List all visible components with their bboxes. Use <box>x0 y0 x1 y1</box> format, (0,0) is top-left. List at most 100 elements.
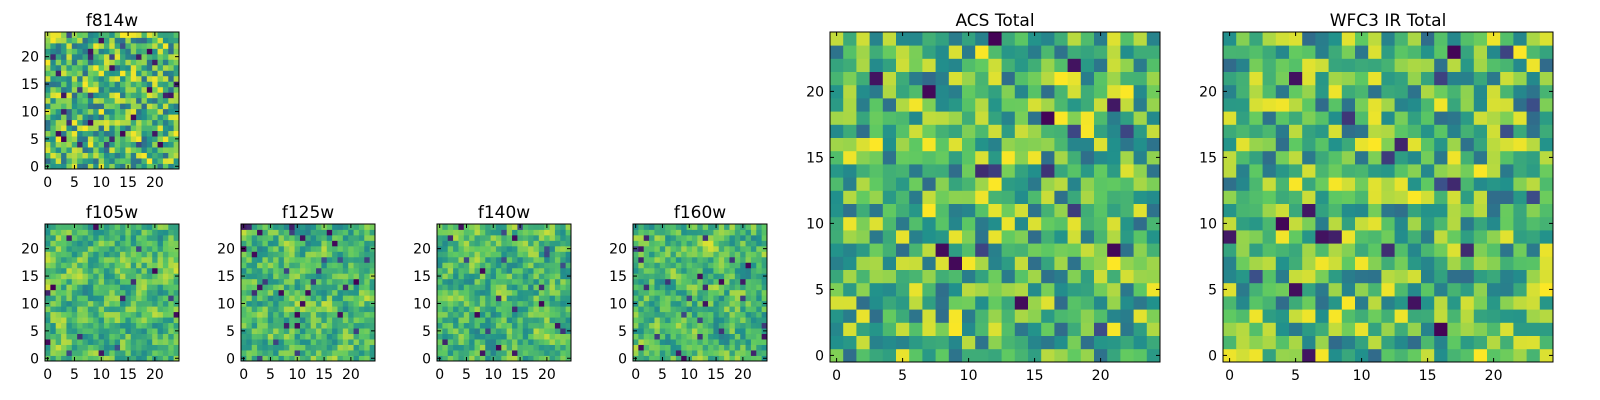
heatmap-cell <box>294 234 301 241</box>
heatmap-cell <box>168 108 175 115</box>
heatmap-cell <box>1355 322 1369 336</box>
heatmap-cell <box>168 300 175 307</box>
heatmap-cell <box>697 251 704 258</box>
heatmap-cell <box>490 245 497 252</box>
heatmap-cell <box>1487 32 1501 46</box>
heatmap-cell <box>162 152 169 159</box>
heatmap-cell <box>130 130 137 137</box>
heatmap-cell <box>326 289 333 296</box>
heatmap-cell <box>87 234 94 241</box>
heatmap-cell <box>1394 71 1409 86</box>
heatmap-cell <box>522 229 529 236</box>
heatmap-cell <box>506 278 513 285</box>
heatmap-cell <box>332 267 338 274</box>
heatmap-cell <box>109 311 116 318</box>
heatmap-cell <box>442 284 449 291</box>
heatmap-cell <box>283 339 290 345</box>
heatmap-cell <box>1394 164 1409 178</box>
heatmap-cell <box>538 245 545 252</box>
heatmap-cell <box>1447 32 1461 46</box>
heatmap-cell <box>1302 348 1316 363</box>
heatmap-cell <box>173 224 180 230</box>
heatmap-cell <box>1120 32 1134 46</box>
heatmap-cell <box>643 333 650 340</box>
heatmap-cell <box>1421 256 1435 270</box>
heatmap-cell <box>495 306 502 313</box>
heatmap-cell <box>157 344 164 351</box>
heatmap-cell <box>71 267 78 274</box>
heatmap-cell <box>136 114 142 121</box>
heatmap-cell <box>458 339 465 345</box>
heatmap-cell <box>1434 71 1448 86</box>
heatmap-cell <box>1368 322 1382 336</box>
heatmap-cell <box>691 278 698 285</box>
heatmap-cell <box>1302 58 1316 72</box>
heatmap-cell <box>369 317 376 324</box>
heatmap-cell <box>856 45 870 59</box>
heatmap-cell <box>109 103 116 110</box>
heatmap-cell <box>1094 137 1108 152</box>
heatmap-cell <box>975 322 989 336</box>
heatmap-cell <box>1434 177 1448 191</box>
heatmap-cell <box>528 273 534 280</box>
heatmap-cell <box>665 284 671 291</box>
heatmap-cell <box>528 245 534 252</box>
heatmap-cell <box>1146 256 1161 270</box>
heatmap-cell <box>1146 137 1161 152</box>
heatmap-cell <box>675 306 682 313</box>
heatmap-cell <box>665 289 671 296</box>
heatmap-cell <box>1407 348 1422 363</box>
heatmap-cell <box>71 311 78 318</box>
heatmap-cell <box>724 344 730 351</box>
heatmap-cell <box>1223 296 1237 310</box>
heatmap-cell <box>1500 150 1514 165</box>
heatmap-cell <box>257 322 263 329</box>
heatmap-cell <box>485 224 491 230</box>
heatmap-cell <box>638 251 645 258</box>
heatmap-cell <box>114 289 121 296</box>
heatmap-cell <box>691 295 698 302</box>
heatmap-cell <box>337 300 344 307</box>
heatmap-cell <box>125 339 132 345</box>
heatmap-cell <box>506 350 513 356</box>
heatmap-cell <box>1526 124 1541 138</box>
heatmap-cell <box>654 256 661 263</box>
heatmap-cell <box>125 152 132 159</box>
heatmap-cell <box>337 317 344 324</box>
heatmap-cell <box>168 311 175 318</box>
heatmap-cell <box>1120 190 1134 204</box>
heatmap-cell <box>856 309 870 323</box>
heatmap-cell <box>348 240 354 247</box>
heatmap-cell <box>141 81 148 88</box>
heatmap-cell <box>87 333 94 340</box>
heatmap-cell <box>77 147 83 153</box>
heatmap-cell <box>734 311 741 318</box>
heatmap-cell <box>463 245 470 252</box>
heatmap-cell <box>691 322 698 329</box>
heatmap-cell <box>125 322 132 329</box>
heatmap-cell <box>675 234 682 241</box>
heatmap-cell <box>654 295 661 302</box>
heatmap-cell <box>251 284 258 291</box>
heatmap-cell <box>87 350 94 356</box>
heatmap-cell <box>485 339 491 345</box>
heatmap-cell <box>1381 335 1395 350</box>
heatmap-cell <box>1223 177 1237 191</box>
heatmap-cell <box>55 59 62 66</box>
heatmap-cell <box>935 111 950 125</box>
heatmap-cell <box>724 245 730 252</box>
heatmap-cell <box>289 229 295 236</box>
heatmap-cell <box>152 86 158 93</box>
heatmap-cell <box>740 262 746 269</box>
heatmap-cell <box>120 317 126 324</box>
heatmap-cell <box>348 278 354 285</box>
heatmap-cell <box>533 256 540 263</box>
heatmap-cell <box>633 256 639 263</box>
heatmap-cell <box>1500 216 1514 231</box>
heatmap-cell <box>686 289 693 296</box>
heatmap-cell <box>756 328 763 334</box>
heatmap-cell <box>267 251 274 258</box>
heatmap-cell <box>289 333 295 340</box>
heatmap-cell <box>332 229 338 236</box>
heatmap-cell <box>141 70 148 77</box>
